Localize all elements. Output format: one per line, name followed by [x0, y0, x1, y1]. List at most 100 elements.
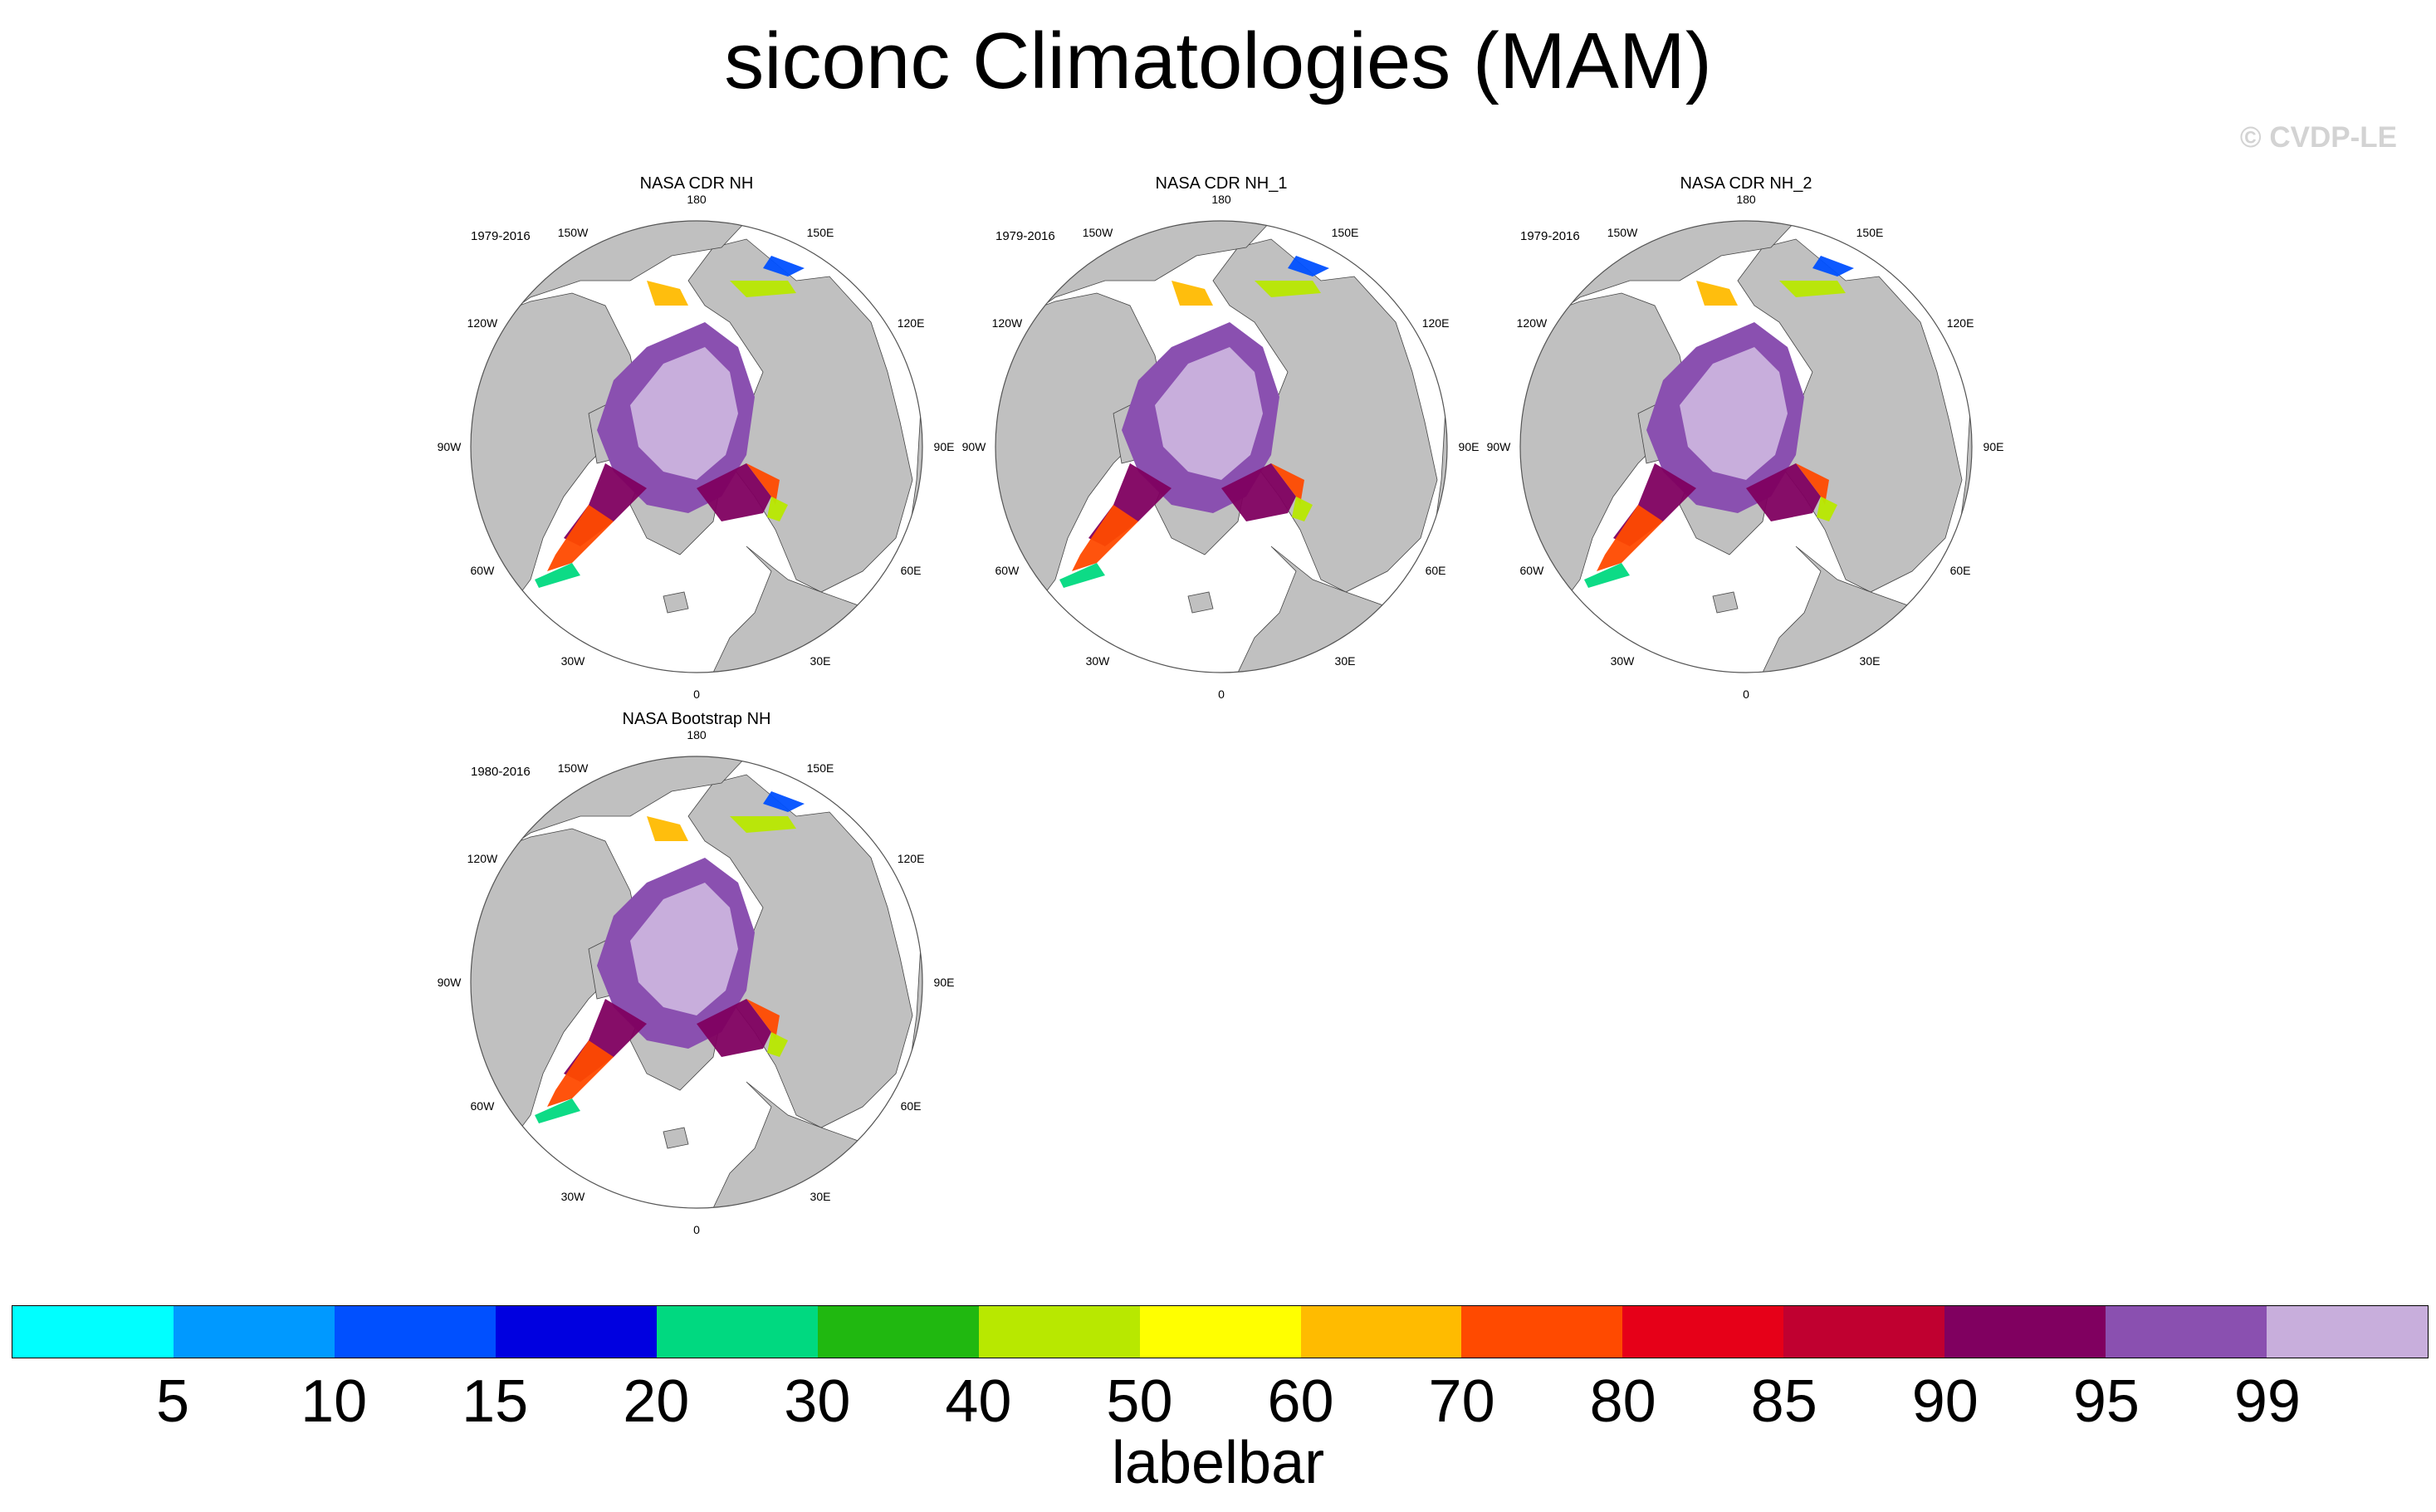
- labelbar-label: 60: [1267, 1368, 1334, 1435]
- panel-period: 1979-2016: [995, 229, 1055, 243]
- longitude-label: 180: [1211, 193, 1231, 206]
- longitude-label: 150E: [1331, 225, 1359, 239]
- panel-period: 1980-2016: [471, 765, 531, 779]
- labelbar-box: [2106, 1306, 2267, 1358]
- longitude-label: 0: [693, 687, 700, 701]
- labelbar-box: [817, 1306, 979, 1358]
- labelbar-label: 30: [784, 1368, 851, 1435]
- labelbar-box: [1461, 1306, 1623, 1358]
- longitude-label: 30E: [810, 654, 831, 668]
- panel-period: 1979-2016: [1520, 229, 1580, 243]
- longitude-label: 150E: [1856, 225, 1884, 239]
- labelbar-label: 50: [1106, 1368, 1173, 1435]
- longitude-label: 120E: [1946, 316, 1974, 330]
- longitude-label: 120W: [1516, 316, 1548, 330]
- sea-ice-band: [535, 1099, 580, 1123]
- sea-ice-band: [1059, 563, 1105, 588]
- labelbar-box: [1139, 1306, 1301, 1358]
- panel-title: NASA CDR NH_2: [1680, 174, 1812, 193]
- sea-ice-99-100: [630, 883, 738, 1015]
- longitude-label: 120W: [467, 316, 498, 330]
- sea-ice-99-100: [1680, 347, 1788, 480]
- sea-ice-band: [547, 1040, 614, 1107]
- labelbar-box: [1783, 1306, 1945, 1358]
- map-border: [470, 756, 923, 1209]
- sea-ice-band: [1292, 497, 1313, 521]
- labelbar-label: 40: [945, 1368, 1012, 1435]
- map-border: [1519, 220, 1973, 673]
- sea-ice-band: [1221, 463, 1296, 521]
- longitude-label: 60W: [470, 564, 495, 577]
- longitude-label: 60W: [995, 564, 1020, 577]
- land: [1737, 238, 1963, 593]
- longitude-label: 120W: [991, 316, 1023, 330]
- longitude-label: 30E: [810, 1190, 831, 1204]
- sea-ice-band: [730, 281, 796, 297]
- labelbar-box: [173, 1306, 335, 1358]
- labelbar-box: [2267, 1306, 2429, 1358]
- longitude-label: 180: [1736, 193, 1756, 206]
- labelbar-box: [495, 1306, 657, 1358]
- sea-ice-band: [746, 999, 780, 1040]
- sea-ice-band: [1796, 463, 1829, 505]
- longitude-label: 0: [693, 1223, 700, 1236]
- sea-ice-band: [1271, 463, 1304, 505]
- longitude-label: 150E: [806, 761, 834, 775]
- sea-ice-band: [746, 463, 780, 505]
- panel-title: NASA CDR NH_1: [1155, 174, 1288, 193]
- land: [1187, 591, 1214, 614]
- labelbar-box: [656, 1306, 818, 1358]
- land: [1712, 591, 1739, 614]
- longitude-label: 180: [687, 193, 707, 206]
- sea-ice-band: [1779, 281, 1846, 297]
- longitude-label: 60W: [1519, 564, 1544, 577]
- figure-title: siconc Climatologies (MAM): [724, 17, 1712, 105]
- longitude-label: 150W: [557, 225, 589, 239]
- sea-ice-band: [535, 563, 580, 588]
- labelbar-label: 90: [1911, 1368, 1979, 1435]
- longitude-label: 150E: [806, 225, 834, 239]
- labelbar-title: labelbar: [1111, 1430, 1325, 1496]
- labelbar-box: [334, 1306, 496, 1358]
- labelbar-box: [1300, 1306, 1462, 1358]
- labelbar-label: 95: [2072, 1368, 2140, 1435]
- longitude-label: 30W: [1610, 654, 1635, 668]
- longitude-label: 150W: [1607, 225, 1638, 239]
- sea-ice-band: [547, 505, 614, 571]
- longitude-label: 90W: [961, 440, 986, 453]
- land: [1212, 238, 1438, 593]
- land: [663, 591, 689, 614]
- longitude-label: 120W: [467, 852, 498, 865]
- land: [663, 1127, 689, 1149]
- sea-ice-band: [1584, 563, 1630, 588]
- sea-ice-99-100: [1155, 347, 1263, 480]
- land: [687, 774, 913, 1128]
- labelbar: [12, 1305, 2429, 1358]
- sea-ice-band: [697, 999, 771, 1057]
- longitude-label: 180: [687, 728, 707, 741]
- sea-ice-band: [697, 463, 771, 521]
- sea-ice-band: [1817, 497, 1837, 521]
- sea-ice-band: [1172, 281, 1213, 306]
- sea-ice-band: [767, 1032, 788, 1057]
- panel-title: NASA CDR NH: [639, 174, 754, 193]
- polar-map: [1519, 220, 1973, 673]
- longitude-label: 30W: [560, 1190, 585, 1204]
- longitude-label: 120E: [897, 852, 925, 865]
- longitude-label: 150W: [557, 761, 589, 775]
- labelbar-label: 99: [2233, 1368, 2301, 1435]
- sea-ice-band: [647, 281, 688, 306]
- longitude-label: 0: [1218, 687, 1225, 701]
- sea-ice-band: [1597, 505, 1663, 571]
- sea-ice-band: [763, 791, 805, 812]
- labelbar-box: [12, 1306, 174, 1358]
- labelbar-label: 85: [1750, 1368, 1817, 1435]
- longitude-label: 90E: [933, 976, 955, 989]
- longitude-label: 90E: [1458, 440, 1480, 453]
- longitude-label: 90W: [1486, 440, 1511, 453]
- sea-ice-band: [1746, 463, 1821, 521]
- labelbar-label: 5: [156, 1368, 190, 1435]
- polar-map: [995, 220, 1448, 673]
- longitude-label: 30W: [560, 654, 585, 668]
- longitude-label: 90W: [437, 976, 462, 989]
